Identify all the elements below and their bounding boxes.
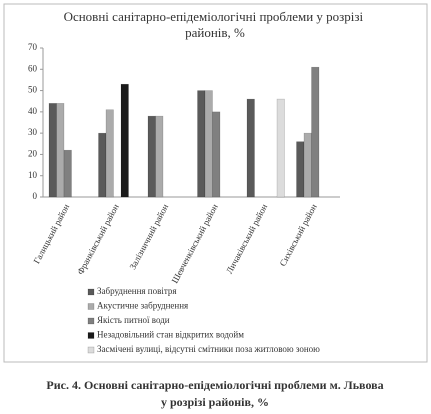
legend-label: Незадовільний стан відкритих водойм	[97, 330, 244, 340]
caption: Рис. 4. Основні санітарно-епідеміологічн…	[46, 378, 383, 392]
legend-label: Акустичне забруднення	[97, 301, 188, 311]
legend-swatch	[87, 303, 95, 310]
bar	[303, 132, 312, 198]
y-tick-label: 70	[28, 42, 38, 52]
bar	[147, 115, 156, 198]
caption: у розрізі районів, %	[161, 395, 269, 409]
y-tick-label: 60	[28, 63, 38, 73]
bar	[197, 90, 206, 198]
legend-label: Якість питної води	[97, 315, 170, 325]
bar	[155, 115, 164, 198]
bar	[98, 132, 107, 198]
chart-title: Основні санітарно-епідеміологічні пробле…	[64, 9, 367, 40]
bar	[56, 103, 65, 198]
legend-swatch	[87, 332, 95, 339]
bar	[120, 83, 129, 198]
legend-swatch	[87, 346, 95, 354]
y-tick-label: 30	[28, 127, 38, 137]
legend-label: Засмічені вулиці, відсутні смітники поза…	[97, 344, 320, 354]
y-tick-label: 10	[28, 170, 38, 180]
y-tick-label: 20	[28, 148, 38, 158]
legend-swatch	[87, 288, 95, 296]
bar	[276, 98, 285, 198]
bar	[212, 111, 221, 198]
bar	[246, 98, 255, 198]
bar	[311, 66, 320, 198]
bar	[204, 90, 213, 198]
bar	[296, 141, 305, 198]
y-tick-label: 0	[33, 191, 38, 201]
bar	[48, 103, 57, 198]
legend-swatch	[87, 317, 95, 325]
y-tick-label: 40	[28, 106, 38, 116]
y-tick-label: 50	[28, 85, 38, 95]
bar	[105, 109, 114, 198]
bar	[63, 149, 72, 198]
legend-label: Забруднення повітря	[97, 286, 177, 296]
